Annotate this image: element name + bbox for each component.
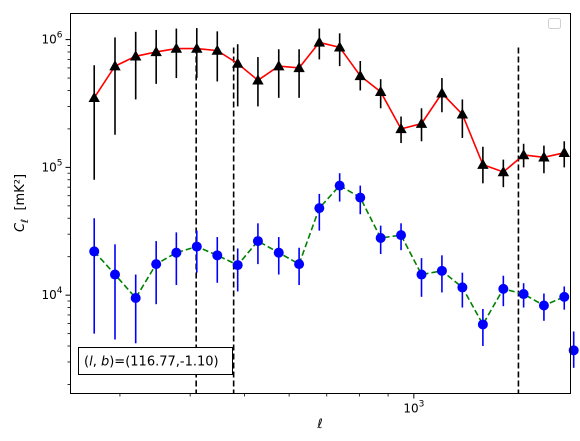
data-point	[150, 45, 162, 57]
x-axis-label: ℓ	[316, 417, 322, 432]
series-line	[93, 41, 565, 173]
data-point	[273, 247, 284, 258]
tick-label: 105	[41, 158, 62, 174]
data-point	[129, 50, 142, 61]
data-point	[457, 282, 468, 293]
annotation-box: (l, b)=(116.77,-1.10)	[78, 347, 233, 375]
data-point	[374, 85, 387, 97]
data-point	[436, 265, 447, 276]
data-point	[191, 241, 202, 252]
data-point	[456, 108, 469, 119]
data-point	[568, 345, 579, 356]
data-point	[497, 165, 510, 177]
data-point	[232, 260, 243, 271]
legend-box	[548, 18, 561, 29]
legend	[548, 18, 561, 29]
data-point	[151, 259, 162, 270]
data-point	[436, 87, 448, 98]
data-point	[109, 60, 121, 71]
data-point	[395, 122, 407, 134]
data-point	[375, 233, 386, 244]
plot-area	[88, 28, 579, 394]
data-point	[212, 250, 223, 261]
data-point	[558, 146, 570, 158]
data-point	[294, 259, 305, 270]
tick-label: 103	[403, 400, 424, 416]
data-point	[313, 36, 326, 47]
data-point	[559, 291, 570, 302]
data-point	[477, 319, 488, 330]
y-axis-label: Cℓ [mK²]	[13, 174, 31, 232]
annotation-frame	[78, 347, 233, 375]
annotation-text: (l, b)=(116.77,-1.10)	[84, 355, 219, 370]
data-point	[538, 151, 550, 162]
tick-label: 104	[41, 286, 62, 302]
data-point	[354, 69, 366, 81]
series-line	[93, 184, 565, 327]
data-point	[416, 269, 427, 280]
data-point	[191, 42, 203, 53]
data-point	[355, 192, 366, 203]
data-point	[211, 44, 223, 55]
data-point	[333, 41, 346, 52]
data-point	[498, 283, 509, 294]
data-point	[252, 236, 263, 247]
data-point	[396, 230, 407, 241]
data-point	[273, 60, 285, 71]
data-point	[89, 246, 100, 257]
series	[89, 173, 570, 347]
data-point	[518, 289, 529, 300]
data-point	[252, 74, 264, 85]
data-point	[477, 158, 489, 169]
series	[568, 331, 579, 368]
axes-frame	[70, 13, 571, 394]
data-point	[314, 203, 325, 214]
data-point	[110, 269, 121, 280]
data-point	[415, 117, 428, 128]
data-point	[517, 148, 530, 160]
data-point	[170, 42, 183, 53]
data-point	[334, 180, 345, 191]
ticks: 104 105 106 103	[41, 31, 424, 416]
data-point	[538, 300, 549, 311]
data-point	[293, 61, 305, 73]
data-point	[88, 91, 100, 103]
data-point	[130, 293, 141, 304]
tick-label: 106	[41, 31, 62, 47]
series	[88, 28, 570, 188]
data-point	[231, 57, 244, 68]
data-point	[171, 247, 182, 258]
